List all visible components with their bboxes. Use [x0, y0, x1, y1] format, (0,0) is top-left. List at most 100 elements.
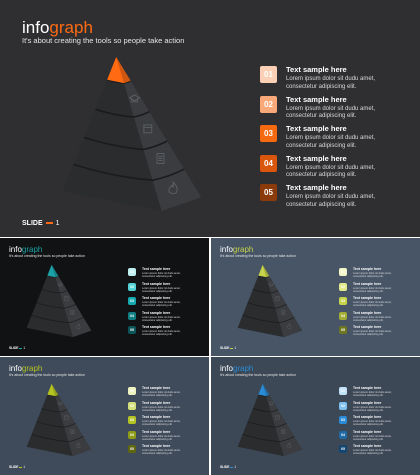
item-title: Text sample here [286, 94, 347, 104]
item-description-line: consectetur adipiscing elit. [353, 304, 384, 308]
item-description-line: consectetur adipiscing elit. [142, 408, 173, 412]
item-description-line: consectetur adipiscing elit. [142, 394, 173, 398]
pyramid-graphic [24, 264, 94, 338]
slide-thumb-teal[interactable]: infograph It's about creating the tools … [0, 238, 209, 356]
item-title: Text sample here [353, 429, 382, 434]
pyramid-apex-shade [51, 264, 59, 278]
fire-icon [76, 322, 81, 330]
pyramid-right-face [51, 264, 92, 338]
item-description-line: Lorem ipsum dolor sit dudu amet, [142, 405, 181, 409]
slide-subtitle: It's about creating the tools so people … [220, 254, 296, 258]
item-title: Text sample here [286, 65, 347, 74]
slide-title: infograph [9, 245, 43, 254]
slide-subtitle: It's about creating the tools so people … [22, 36, 185, 45]
pyramid-apex-shade [262, 264, 270, 278]
item-description: Lorem ipsum dolor sit dudu amet, consecte… [286, 106, 375, 121]
slide-title: infograph [220, 364, 254, 373]
item-title: Text sample here [142, 296, 171, 300]
item-description-line: Lorem ipsum dolor sit dudu amet, [286, 135, 376, 141]
item-description: Lorem ipsum dolor sit dudu amet, consecte… [142, 435, 181, 441]
item-description-line: consectetur adipiscing elit. [142, 423, 173, 427]
item-description-line: consectetur adipiscing elit. [353, 452, 384, 456]
item-description-line: Lorem ipsum dolor sit dudu amet, [286, 164, 376, 171]
item-description-line: Lorem ipsum dolor sit dudu amet, [142, 272, 181, 275]
item-description-line: consectetur adipiscing elit. [142, 289, 173, 293]
slide-thumb-lime[interactable]: infograph It's about creating the tools … [211, 238, 420, 356]
pyramid-tier-line [242, 314, 295, 324]
document-icon [281, 309, 286, 316]
step-number-badge: 04 [339, 311, 347, 320]
item-title: Text sample here [142, 386, 171, 390]
item-description-line: consectetur adipiscing elit. [353, 333, 384, 337]
pyramid-graphic [58, 55, 206, 213]
pyramid-apex [107, 56, 131, 84]
calendar-icon [64, 296, 69, 301]
item-title: Text sample here [353, 400, 382, 405]
item-description-line: consectetur adipiscing elit. [353, 394, 384, 398]
pyramid-right-face [116, 56, 202, 212]
item-title: Text sample here [353, 296, 382, 300]
document-icon [70, 309, 75, 316]
item-title: Text sample here [286, 153, 347, 163]
item-title: Text sample here [142, 325, 171, 329]
item-description: Lorem ipsum dolor sit dudu amet, consecte… [286, 76, 375, 91]
item-description: Lorem ipsum dolor sit dudu amet, consecte… [286, 165, 375, 180]
item-description-line: consectetur adipiscing elit. [353, 289, 384, 293]
item-description-line: Lorem ipsum dolor sit dudu amet, [142, 301, 181, 304]
slide-subtitle: It's about creating the tools so people … [9, 254, 85, 258]
item-description-line: Lorem ipsum dolor sit dudu amet, [353, 330, 392, 333]
step-number-badge: 03 [260, 125, 277, 142]
item-title: Text sample here [142, 267, 171, 271]
item-description-line: Lorem ipsum dolor sit dudu amet, [353, 301, 392, 304]
step-number-badge: 03 [128, 416, 136, 424]
item-title: Text sample here [286, 183, 347, 192]
item-description-line: consectetur adipiscing elit. [353, 408, 384, 412]
step-number-badge: 04 [339, 430, 347, 439]
item-description-line: consectetur adipiscing elit. [353, 318, 384, 322]
pyramid-apex [47, 383, 59, 397]
pyramid-tier-line [242, 433, 295, 443]
item-description: Lorem ipsum dolor sit dudu amet, consecte… [142, 391, 181, 397]
item-title: Text sample here [353, 267, 382, 271]
step-number-badge: 02 [128, 282, 136, 291]
item-description: Lorem ipsum dolor sit dudu amet, consecte… [353, 301, 392, 307]
step-number-badge: 02 [339, 401, 347, 410]
slide-footer: SLIDE 1 [220, 465, 237, 469]
slide-main[interactable]: infograph It's about creating the tools … [0, 0, 420, 237]
item-title: Text sample here [353, 415, 382, 419]
item-description: Lorem ipsum dolor sit dudu amet, consecte… [353, 406, 392, 412]
pyramid-tier-line [95, 108, 150, 118]
item-description: Lorem ipsum dolor sit dudu amet, consecte… [353, 449, 392, 455]
item-description-line: consectetur adipiscing elit. [142, 318, 173, 322]
item-title: Text sample here [353, 444, 382, 448]
step-number-badge: 05 [339, 445, 347, 453]
pyramid-graphic [235, 264, 305, 338]
item-description-line: consectetur adipiscing elit. [142, 437, 173, 441]
item-description: Lorem ipsum dolor sit dudu amet, consecte… [142, 406, 181, 412]
pyramid-left-face [237, 383, 284, 457]
item-description-line: consectetur adipiscing elit. [286, 113, 357, 119]
step-number-badge: 01 [339, 387, 347, 395]
item-description-line: Lorem ipsum dolor sit dudu amet, [286, 105, 376, 112]
step-number-badge: 03 [339, 416, 347, 424]
item-description: Lorem ipsum dolor sit dudu amet, consecte… [142, 449, 181, 455]
item-description-line: Lorem ipsum dolor sit dudu amet, [353, 391, 392, 394]
step-number-badge: 05 [128, 445, 136, 453]
document-icon [70, 428, 75, 435]
item-description-line: consectetur adipiscing elit. [353, 437, 384, 441]
pyramid-apex-shade [116, 56, 131, 84]
document-icon [281, 428, 286, 435]
slide-title: infograph [9, 364, 43, 373]
slide-thumb-blue[interactable]: infograph It's about creating the tools … [211, 357, 420, 475]
pyramid-right-face [51, 383, 92, 457]
item-description-line: Lorem ipsum dolor sit dudu amet, [142, 330, 181, 333]
slide-subtitle: It's about creating the tools so people … [9, 373, 85, 377]
pyramid-right-face [262, 264, 303, 338]
step-number-badge: 02 [260, 95, 277, 113]
slide-footer: SLIDE 1 [9, 465, 26, 469]
step-number-badge: 05 [128, 326, 136, 334]
slide-thumb-olive[interactable]: infograph It's about creating the tools … [0, 357, 209, 475]
step-number-badge: 05 [260, 184, 277, 201]
item-title: Text sample here [353, 310, 382, 315]
item-description-line: consectetur adipiscing elit. [142, 333, 173, 337]
